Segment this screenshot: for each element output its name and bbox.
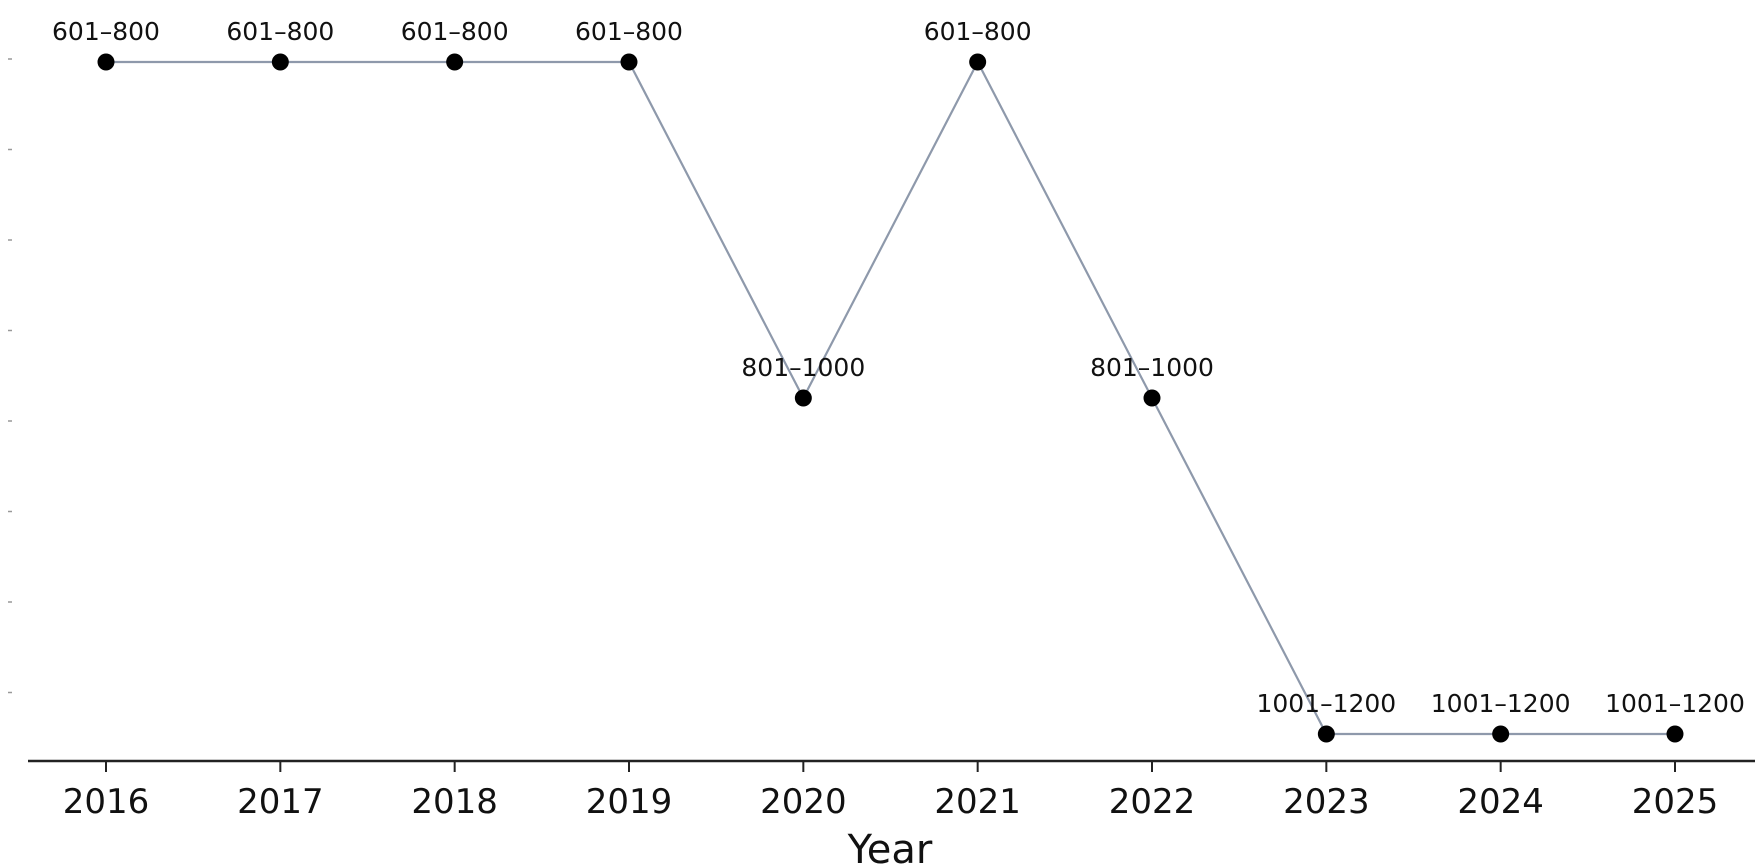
x-tick-label: 2025 <box>1632 782 1719 822</box>
data-label: 601–800 <box>575 17 683 46</box>
data-point <box>620 53 638 71</box>
data-point <box>97 53 115 71</box>
data-point <box>794 389 812 407</box>
x-tick-label: 2019 <box>586 782 673 822</box>
data-label: 601–800 <box>401 17 509 46</box>
x-tick-label: 2021 <box>934 782 1021 822</box>
data-point <box>271 53 289 71</box>
data-label: 601–800 <box>924 17 1032 46</box>
data-labels: 601–800 601–800 601–800 601–800 801–1000 601–… <box>52 17 1745 718</box>
data-point <box>1143 389 1161 407</box>
data-markers <box>97 53 1684 743</box>
data-label: 801–1000 <box>741 353 865 382</box>
data-label: 601–800 <box>226 17 334 46</box>
x-tick-label: 2018 <box>411 782 498 822</box>
data-point <box>1492 725 1510 743</box>
x-axis-ticks <box>105 761 1676 772</box>
data-label: 601–800 <box>52 17 160 46</box>
data-point <box>969 53 987 71</box>
x-tick-label: 2023 <box>1283 782 1370 822</box>
data-point <box>446 53 464 71</box>
x-axis-label: Year <box>847 827 933 868</box>
x-tick-label: 2022 <box>1109 782 1196 822</box>
x-tick-label: 2024 <box>1457 782 1544 822</box>
data-label: 1001–1200 <box>1256 689 1396 718</box>
data-point <box>1666 725 1684 743</box>
y-axis-ticks <box>8 58 12 694</box>
data-label: 1001–1200 <box>1431 689 1571 718</box>
x-tick-label: 2020 <box>760 782 847 822</box>
x-tick-label: 2017 <box>237 782 324 822</box>
data-label: 801–1000 <box>1090 353 1214 382</box>
series-line <box>106 59 1675 736</box>
data-point <box>1317 725 1335 743</box>
x-tick-label: 2016 <box>63 782 150 822</box>
x-axis-tick-labels: 2016 2017 2018 2019 2020 2021 2022 2023 2024 2025 <box>63 782 1719 822</box>
data-label: 1001–1200 <box>1605 689 1745 718</box>
